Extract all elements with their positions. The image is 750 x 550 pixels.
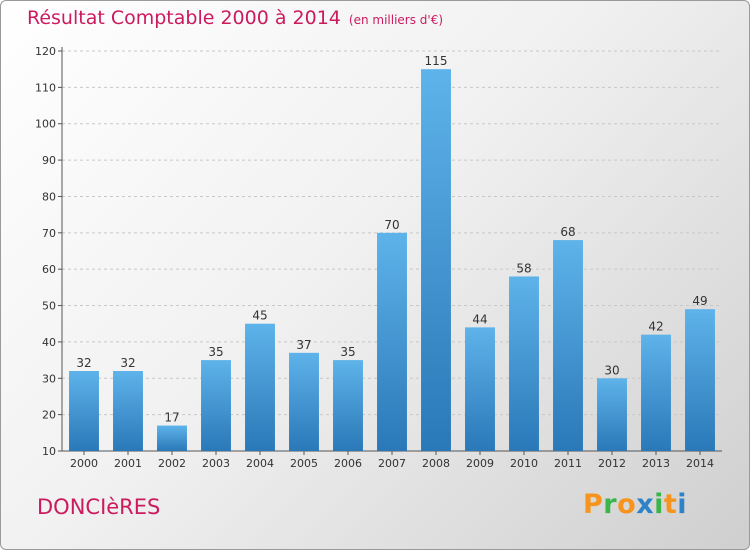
x-tick-label: 2005: [290, 457, 318, 470]
data-label: 115: [425, 54, 448, 68]
y-tick-label: 90: [42, 154, 56, 167]
data-label: 35: [208, 345, 223, 359]
x-tick-label: 2009: [466, 457, 494, 470]
brand-letter: P: [583, 489, 604, 520]
bar: [465, 327, 495, 451]
x-tick-label: 2011: [554, 457, 582, 470]
y-tick-label: 100: [35, 118, 56, 131]
brand-letter: r: [603, 489, 618, 520]
x-tick-label: 2002: [158, 457, 186, 470]
bar: [113, 371, 143, 451]
y-tick-label: 40: [42, 336, 56, 349]
data-label: 32: [76, 356, 91, 370]
brand-letter: t: [663, 489, 678, 520]
y-tick-label: 120: [35, 45, 56, 58]
data-label: 17: [164, 411, 179, 425]
data-label: 32: [120, 356, 135, 370]
x-tick-label: 2012: [598, 457, 626, 470]
y-tick-label: 20: [42, 409, 56, 422]
y-tick-label: 80: [42, 190, 56, 203]
data-label: 37: [296, 338, 311, 352]
chart-title: Résultat Comptable 2000 à 2014 (en millie…: [27, 7, 443, 29]
x-tick-label: 2007: [378, 457, 406, 470]
bar: [69, 371, 99, 451]
bar: [289, 352, 319, 451]
x-tick-label: 2004: [246, 457, 274, 470]
y-tick-label: 110: [35, 81, 56, 94]
bar: [377, 232, 407, 451]
chart-unit: (en milliers d'€): [348, 13, 444, 27]
brand-letter: o: [617, 489, 637, 520]
data-label: 44: [472, 312, 487, 326]
data-label: 30: [604, 363, 619, 377]
bar: [157, 425, 187, 451]
x-tick-label: 2000: [70, 457, 98, 470]
x-tick-label: 2013: [642, 457, 670, 470]
y-tick-label: 60: [42, 263, 56, 276]
x-tick-label: 2008: [422, 457, 450, 470]
x-tick-label: 2006: [334, 457, 362, 470]
bar: [421, 69, 451, 451]
chart-title-text: Résultat Comptable 2000 à 2014: [27, 7, 341, 29]
bar: [553, 240, 583, 451]
data-label: 58: [516, 261, 531, 275]
brand-letter: x: [636, 489, 655, 520]
data-label: 68: [560, 225, 575, 239]
commune-label: DONCIèRES: [37, 495, 161, 519]
x-tick-label: 2014: [686, 457, 714, 470]
y-tick-label: 70: [42, 227, 56, 240]
data-label: 49: [692, 294, 707, 308]
y-tick-label: 50: [42, 300, 56, 313]
bar: [597, 378, 627, 451]
x-tick-label: 2001: [114, 457, 142, 470]
bar: [509, 276, 539, 451]
bar: [685, 309, 715, 451]
brand-letter: i: [677, 489, 688, 520]
brand-logo: Proxiti: [583, 489, 687, 520]
y-tick-label: 30: [42, 372, 56, 385]
bar: [245, 323, 275, 451]
data-label: 70: [384, 218, 399, 232]
bar: [201, 360, 231, 451]
bar: [333, 360, 363, 451]
bar: [641, 334, 671, 451]
data-label: 42: [648, 320, 663, 334]
x-tick-label: 2003: [202, 457, 230, 470]
y-tick-label: 10: [42, 445, 56, 458]
x-tick-label: 2010: [510, 457, 538, 470]
brand-letter: i: [654, 489, 664, 520]
data-label: 35: [340, 345, 355, 359]
data-label: 45: [252, 309, 267, 323]
